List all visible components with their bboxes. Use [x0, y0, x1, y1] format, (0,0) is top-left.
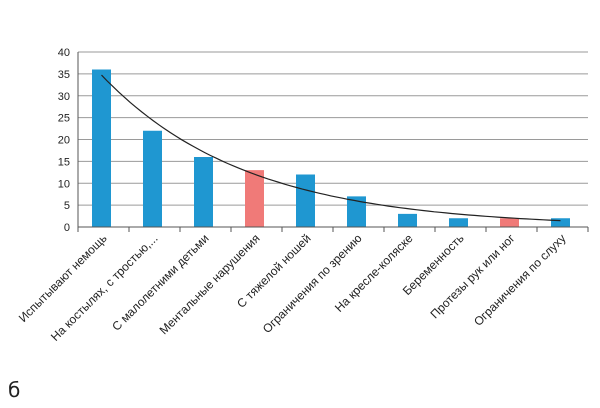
x-tick-label: С малолетними детьми	[109, 231, 211, 333]
y-tick-label: 25	[58, 113, 70, 125]
axes	[77, 52, 589, 232]
trendline-layer	[101, 74, 561, 222]
y-tick-label: 30	[58, 91, 70, 103]
bar	[194, 157, 213, 227]
bar	[245, 170, 264, 227]
y-tick-label: 20	[58, 135, 70, 147]
panel-label: б	[8, 378, 21, 402]
y-tick-label: 15	[58, 156, 70, 168]
bar	[551, 218, 570, 227]
y-tick-label: 35	[58, 69, 70, 81]
bar	[143, 130, 162, 227]
y-axis-ticks: 0 5 10 15 20 25 30 35 40	[58, 47, 70, 234]
trendline	[101, 74, 561, 222]
x-tick-label: Ограничения по слуху	[471, 231, 569, 329]
y-tick-label: 5	[64, 200, 70, 212]
bar	[500, 218, 519, 227]
gridlines	[78, 51, 588, 206]
x-tick-label: Испытывают немощь	[16, 231, 110, 325]
bar	[92, 69, 111, 227]
x-tick-label: Ограничения по зрению	[260, 231, 365, 336]
x-tick-label: Протезы рук или ног	[427, 231, 518, 322]
bar	[449, 218, 468, 227]
bar	[296, 174, 315, 227]
y-tick-label: 0	[64, 222, 70, 234]
bars	[92, 69, 570, 227]
x-tick-label: На костылях, с тростью,...	[48, 231, 161, 344]
bar	[347, 196, 366, 227]
x-tick-label: Ментальные нарушения	[157, 231, 263, 337]
bar	[398, 213, 417, 227]
y-tick-label: 10	[58, 178, 70, 190]
y-tick-label: 40	[58, 47, 70, 59]
